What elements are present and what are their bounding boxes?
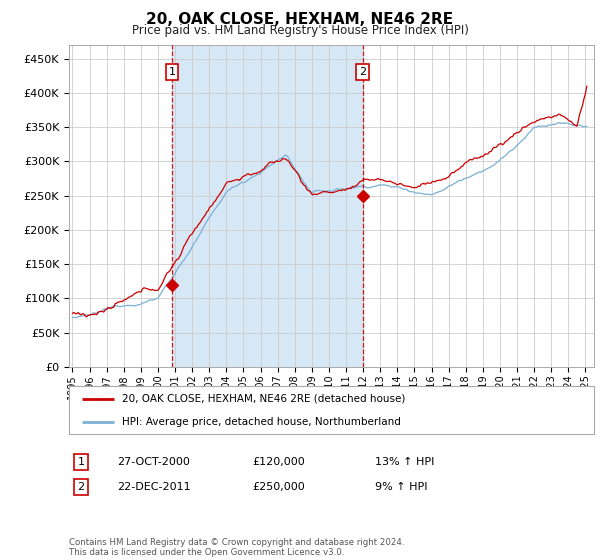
FancyBboxPatch shape <box>69 386 594 434</box>
Text: 13% ↑ HPI: 13% ↑ HPI <box>375 457 434 467</box>
Text: 22-DEC-2011: 22-DEC-2011 <box>117 482 191 492</box>
Text: 1: 1 <box>169 67 175 77</box>
Text: 9% ↑ HPI: 9% ↑ HPI <box>375 482 427 492</box>
Text: 27-OCT-2000: 27-OCT-2000 <box>117 457 190 467</box>
Text: 20, OAK CLOSE, HEXHAM, NE46 2RE: 20, OAK CLOSE, HEXHAM, NE46 2RE <box>146 12 454 27</box>
Text: 2: 2 <box>359 67 366 77</box>
Bar <box>172 45 362 367</box>
Text: Contains HM Land Registry data © Crown copyright and database right 2024.
This d: Contains HM Land Registry data © Crown c… <box>69 538 404 557</box>
Text: £120,000: £120,000 <box>252 457 305 467</box>
Text: 20, OAK CLOSE, HEXHAM, NE46 2RE (detached house): 20, OAK CLOSE, HEXHAM, NE46 2RE (detache… <box>121 394 405 404</box>
Text: 2: 2 <box>77 482 85 492</box>
Text: Price paid vs. HM Land Registry's House Price Index (HPI): Price paid vs. HM Land Registry's House … <box>131 24 469 36</box>
Text: £250,000: £250,000 <box>252 482 305 492</box>
Text: HPI: Average price, detached house, Northumberland: HPI: Average price, detached house, Nort… <box>121 417 400 427</box>
Text: 1: 1 <box>77 457 85 467</box>
